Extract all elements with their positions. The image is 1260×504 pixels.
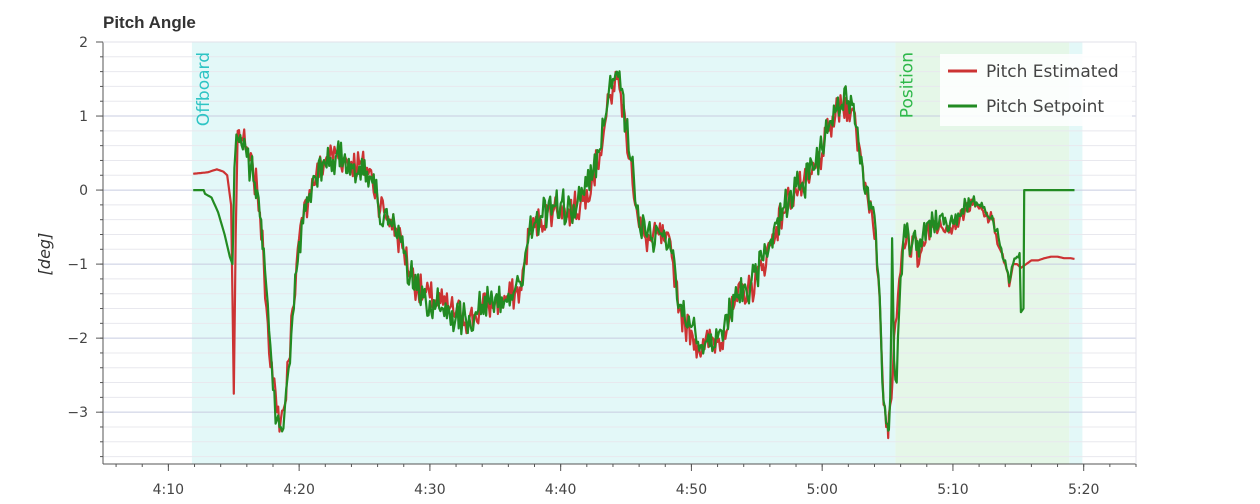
y-tick-label: 1 [79, 109, 88, 125]
x-tick-label: 5:20 [1068, 482, 1099, 498]
chart-title: Pitch Angle [103, 13, 196, 32]
legend-background [940, 54, 1132, 126]
y-tick-label: 2 [79, 35, 88, 51]
x-tick-label: 4:50 [676, 482, 707, 498]
x-tick-label: 5:00 [806, 482, 837, 498]
series-line-pitch-setpoint [193, 70, 1075, 433]
x-tick-label: 4:40 [545, 482, 576, 498]
y-tick-label: 0 [79, 183, 88, 199]
x-tick-label: 4:30 [414, 482, 445, 498]
y-tick-label: −3 [67, 405, 88, 421]
legend-label: Pitch Estimated [986, 62, 1119, 82]
y-axis-label: [deg] [35, 233, 54, 276]
x-tick-label: 5:10 [937, 482, 968, 498]
flight-mode-region-segment-2 [1069, 42, 1083, 464]
flight-mode-region-offboard [191, 42, 896, 464]
y-tick-label: −2 [67, 331, 88, 347]
flight-mode-label-position: Position [897, 52, 917, 118]
x-tick-label: 4:10 [153, 482, 184, 498]
legend-label: Pitch Setpoint [986, 97, 1104, 117]
flight-mode-label-offboard: Offboard [194, 52, 214, 126]
plot-area: Offboard Position 2 1 0 −1 −2 −3 4:10 4:20 4:30 4:4… [67, 35, 1137, 498]
x-tick-label: 4:20 [283, 482, 314, 498]
legend: Pitch Estimated Pitch Setpoint [940, 54, 1132, 126]
y-tick-label: −1 [67, 257, 88, 273]
